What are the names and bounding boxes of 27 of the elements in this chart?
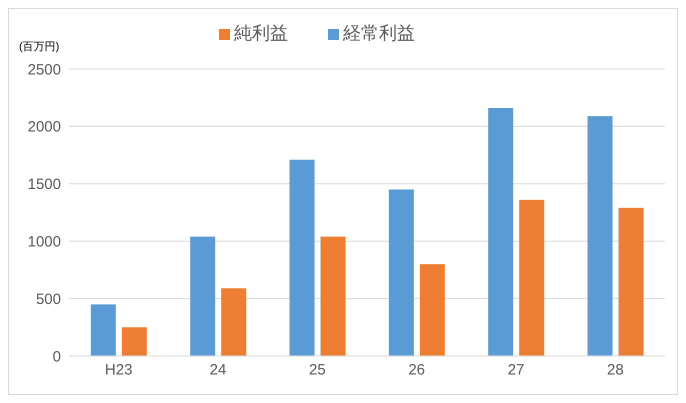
legend-label: 経常利益 (343, 23, 415, 43)
y-tick-label: 2500 (28, 61, 61, 78)
y-tick-label: 1500 (28, 176, 61, 194)
bar (221, 288, 246, 356)
bar (588, 116, 613, 356)
bar (519, 200, 544, 356)
y-tick-label: 2000 (28, 118, 61, 136)
y-tick-label: 500 (36, 290, 61, 308)
bar (122, 327, 147, 356)
x-tick-label: 27 (508, 362, 524, 379)
x-tick-label: H23 (104, 362, 132, 379)
y-tick-label: 0 (52, 348, 61, 366)
bar (90, 304, 116, 356)
x-tick-label: 28 (606, 362, 624, 379)
legend-label: 純利益 (234, 23, 288, 43)
bar (488, 108, 514, 356)
bar (290, 160, 315, 356)
x-tick-label: 24 (210, 362, 226, 379)
bar (190, 236, 216, 356)
y-axis-title: (百万円) (19, 40, 60, 54)
bar (320, 236, 346, 356)
x-tick-label: 26 (408, 362, 426, 379)
x-tick-label: 25 (308, 362, 326, 379)
y-tick-label: 1000 (28, 234, 61, 251)
bar (618, 208, 644, 356)
bar (388, 190, 414, 356)
bar (420, 264, 445, 356)
